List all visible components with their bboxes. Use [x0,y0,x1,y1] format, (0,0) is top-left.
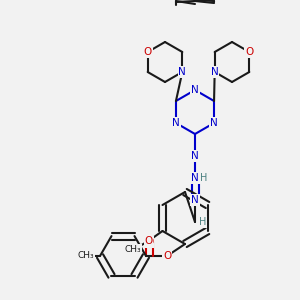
Text: CH₃: CH₃ [124,244,141,253]
Text: O: O [245,47,254,57]
Text: N: N [191,151,199,161]
Text: N: N [191,195,199,205]
Text: N: N [191,85,199,95]
Text: O: O [144,236,153,246]
Text: O: O [145,237,153,247]
Text: N: N [191,173,199,183]
Text: CH₃: CH₃ [78,251,94,260]
Text: O: O [144,47,152,57]
Text: N: N [178,67,186,77]
Text: H: H [199,217,207,227]
Text: N: N [210,118,218,128]
Text: O: O [163,251,171,261]
Text: N: N [172,118,180,128]
Text: H: H [200,173,208,183]
Text: N: N [211,67,219,77]
